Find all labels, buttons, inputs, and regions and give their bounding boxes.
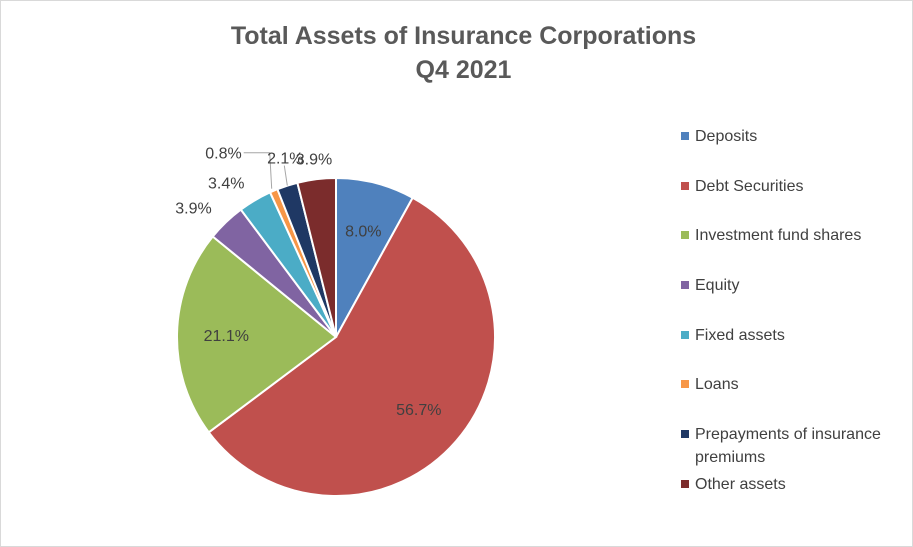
legend-item-investment-fund-shares: Investment fund shares (681, 224, 906, 274)
pie-slice-investment-fund-shares (176, 235, 338, 434)
legend-item-deposits: Deposits (681, 125, 906, 175)
legend-item-prepayments-of-insurance-premiums: Prepayments of insurance premiums (681, 423, 906, 473)
data-label-prepayments-of-insurance-premiums: 2.1% (267, 151, 303, 168)
legend-label: Equity (695, 277, 740, 295)
data-label-fixed-assets: 3.4% (208, 175, 244, 192)
legend: Deposits Debt Securities Investment fund s… (681, 125, 906, 523)
legend-label: Deposits (695, 128, 758, 145)
pie-slice-other-assets (296, 176, 337, 338)
legend-item-debt-securities: Debt Securities (681, 175, 906, 225)
legend-swatch (681, 330, 689, 339)
chart-title-line-1: Total Assets of Insurance Corporations (230, 22, 697, 50)
pie-slice-debt-securities (207, 196, 496, 498)
legend-swatch (681, 132, 689, 140)
data-label-debt-securities: 56.7% (396, 402, 441, 419)
legend-label: Fixed assets (695, 326, 785, 344)
legend-label: Loans (695, 376, 739, 394)
legend-swatch (681, 181, 689, 190)
data-label-deposits: 8.0% (345, 224, 381, 241)
legend-item-equity: Equity (681, 274, 906, 324)
legend-label: Prepayments of insurance premiums (695, 426, 881, 467)
legend-swatch (681, 281, 689, 290)
legend-item-fixed-assets: Fixed assets (681, 324, 906, 374)
legend-label: Investment fund shares (695, 227, 862, 245)
legend-swatch (681, 231, 689, 240)
data-label-loans: 0.8% (205, 146, 241, 163)
legend-swatch (681, 430, 689, 439)
legend-label: Other assets (695, 475, 786, 493)
leader-line-loans (243, 152, 273, 189)
chart-title: Total Assets of Insurance Corporations Q… (1, 19, 912, 87)
legend-swatch (681, 479, 689, 488)
data-label-equity: 3.9% (175, 200, 211, 217)
legend-item-loans: Loans (681, 373, 906, 423)
chart-subtitle: Q4 2021 (415, 56, 512, 84)
data-label-other-assets: 3.9% (296, 152, 332, 169)
legend-label: Debt Securities (695, 177, 804, 195)
legend-item-other-assets: Other assets (681, 473, 906, 523)
leader-line-prepayments-of-insurance-premiums (283, 165, 288, 186)
legend-swatch (681, 380, 689, 389)
data-label-investment-fund-shares: 21.1% (204, 328, 249, 345)
